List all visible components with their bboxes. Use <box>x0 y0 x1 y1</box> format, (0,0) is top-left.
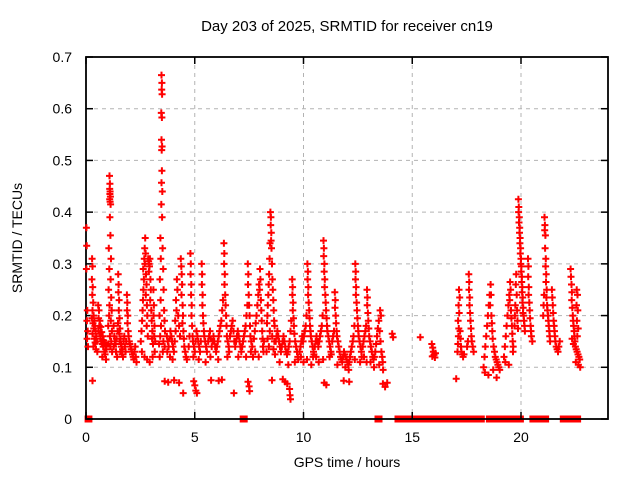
chart-title: Day 203 of 2025, SRMTID for receiver cn1… <box>201 18 493 35</box>
plot-border <box>85 56 609 420</box>
y-tick-label: 0.4 <box>53 204 73 220</box>
y-tick-label: 0 <box>64 411 72 427</box>
x-tick-label: 10 <box>296 429 312 445</box>
y-tick-label: 0.5 <box>53 152 73 168</box>
y-tick-label: 0.3 <box>53 256 73 272</box>
x-tick-label: 5 <box>191 429 199 445</box>
scatter-plus-markers <box>82 71 584 403</box>
y-tick-label: 0.6 <box>53 101 73 117</box>
axis-ticks <box>85 56 608 420</box>
x-tick-label: 0 <box>82 429 90 445</box>
tick-labels: 0 5 10 15 20 0 0.1 0.2 0.3 0.4 0.5 0.6 0.7 <box>53 49 529 445</box>
y-tick-label: 0.2 <box>53 308 73 324</box>
x-axis-title: GPS time / hours <box>294 454 401 470</box>
data-points <box>82 71 584 403</box>
x-tick-label: 15 <box>405 429 421 445</box>
y-axis-title: SRMTID / TECUs <box>9 183 25 293</box>
x-tick-label: 20 <box>513 429 529 445</box>
y-tick-label: 0.7 <box>53 49 73 65</box>
y-tick-label: 0.1 <box>53 359 73 375</box>
